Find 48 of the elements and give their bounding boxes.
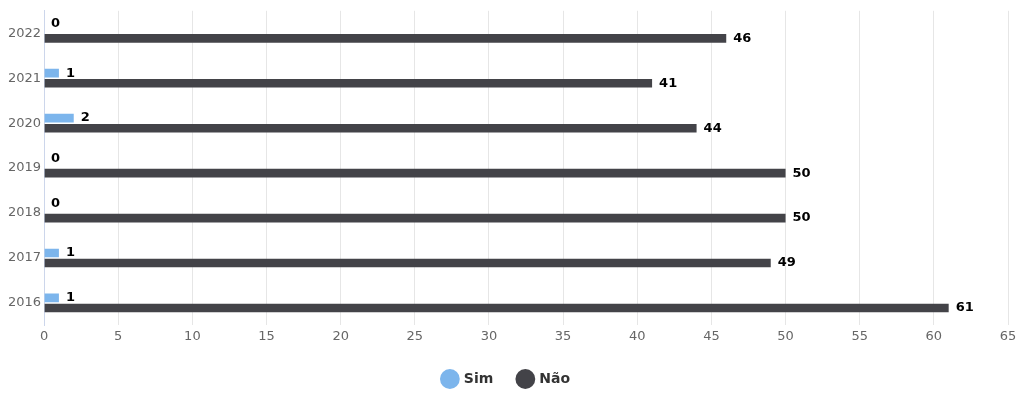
data-label: 50 [792, 209, 811, 225]
y-tick-label: 2018 [7, 204, 42, 220]
data-label: 1 [65, 289, 75, 305]
data-label: 50 [792, 164, 811, 180]
data-label: 2 [80, 109, 90, 125]
data-label: 0 [51, 15, 61, 31]
legend-label: Sim [463, 369, 494, 386]
x-tick-label: 50 [777, 327, 794, 343]
bar [44, 213, 786, 223]
bar [44, 68, 59, 78]
x-tick-label: 25 [406, 327, 424, 343]
y-tick-label: 2016 [7, 294, 42, 310]
bar [44, 78, 653, 88]
bar [44, 113, 74, 123]
y-tick-label: 2021 [7, 69, 42, 85]
legend-label: Não [539, 369, 571, 386]
x-tick-label: 10 [184, 327, 201, 343]
data-label: 44 [703, 119, 722, 135]
bar [44, 168, 786, 178]
data-label: 1 [65, 244, 75, 260]
data-label: 0 [51, 194, 61, 210]
x-tick-label: 20 [332, 327, 349, 343]
y-tick-label: 2017 [7, 249, 42, 265]
x-tick-label: 55 [851, 327, 868, 343]
y-tick-label: 2019 [7, 159, 42, 175]
x-tick-label: 15 [258, 327, 275, 343]
x-tick-label: 45 [703, 327, 720, 343]
bar [44, 34, 727, 43]
bar [44, 248, 59, 258]
x-tick-label: 0 [39, 327, 49, 343]
data-label: 61 [955, 299, 974, 315]
data-label: 0 [51, 149, 61, 165]
y-tick-label: 2022 [7, 24, 42, 40]
bar [44, 293, 59, 303]
data-label: 1 [65, 64, 75, 80]
data-label: 49 [777, 254, 796, 270]
x-tick-label: 40 [628, 327, 646, 343]
data-label: 41 [659, 74, 678, 90]
x-tick-label: 30 [480, 327, 498, 343]
y-tick-label: 2020 [7, 114, 42, 130]
x-tick-label: 35 [554, 327, 572, 343]
bar [44, 303, 949, 313]
x-tick-label: 5 [114, 327, 123, 343]
bar [44, 123, 697, 133]
bar [44, 258, 771, 268]
x-tick-label: 65 [999, 327, 1017, 343]
data-label: 46 [733, 29, 752, 45]
x-tick-label: 60 [925, 327, 943, 343]
